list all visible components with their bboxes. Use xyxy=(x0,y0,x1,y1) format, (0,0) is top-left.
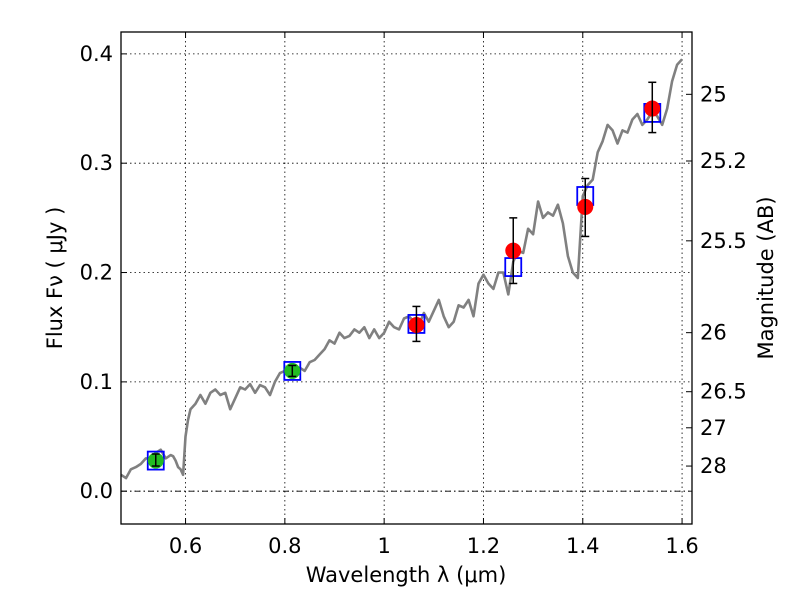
spectrum-layer xyxy=(120,58,684,480)
mag-tick-label: 25.2 xyxy=(700,149,747,173)
spectrum-line xyxy=(120,58,684,480)
y2-axis-label: Magnitude (AB) xyxy=(754,196,778,359)
grid-lines xyxy=(121,32,692,524)
mag-tick-label: 25.5 xyxy=(700,229,747,253)
tick-labels: 0.6 0.8 1 1.2 1.4 1.6 0.0 0.1 0.2 0.3 0.4 25 25.2 25.… xyxy=(80,42,747,558)
x-tick-label: 0.8 xyxy=(268,534,301,558)
mag-tick-label: 26 xyxy=(700,321,727,345)
y-tick-label: 0.0 xyxy=(80,479,113,503)
x-tick-label: 1.6 xyxy=(665,534,698,558)
mag-tick-label: 28 xyxy=(700,454,727,478)
mag-tick-label: 26.5 xyxy=(700,380,747,404)
mag-tick-label: 25 xyxy=(700,82,727,106)
y-tick-label: 0.2 xyxy=(80,261,113,285)
y-tick-label: 0.1 xyxy=(80,370,113,394)
y-axis-label: Flux Fν ( μJy ) xyxy=(43,207,67,350)
x-tick-label: 0.6 xyxy=(169,534,202,558)
x-tick-label: 1.4 xyxy=(566,534,599,558)
x-tick-label: 1.2 xyxy=(467,534,500,558)
points-layer xyxy=(146,81,662,471)
y-tick-label: 0.3 xyxy=(80,151,113,175)
x-axis-label: Wavelength λ (μm) xyxy=(306,563,507,587)
mag-tick-label: 27 xyxy=(700,416,727,440)
y-tick-label: 0.4 xyxy=(80,42,113,66)
axis-ticks xyxy=(121,32,692,524)
x-tick-label: 1 xyxy=(377,534,390,558)
plot-frame xyxy=(120,31,693,525)
